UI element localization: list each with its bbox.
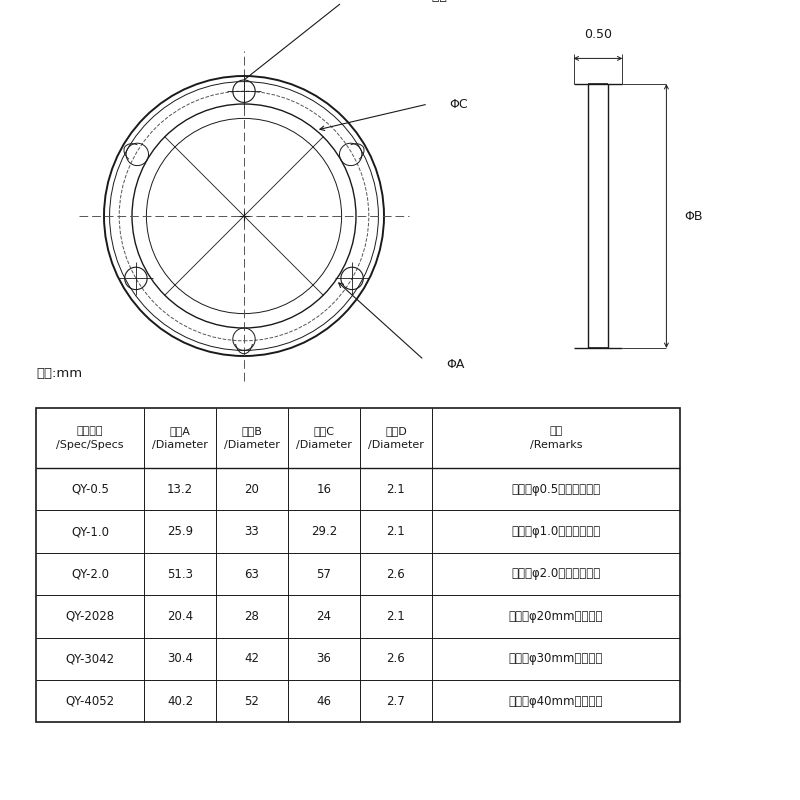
Text: 33: 33 [245,525,259,538]
Text: 2.6: 2.6 [386,567,406,581]
Text: QY-2.0: QY-2.0 [71,567,109,581]
Text: 24: 24 [317,610,331,623]
Text: 适用于φ20mm光学元件: 适用于φ20mm光学元件 [509,610,603,623]
Text: 2.6: 2.6 [386,652,406,666]
Text: 适用于φ2.0英寸光学元件: 适用于φ2.0英寸光学元件 [511,567,601,581]
Text: 3-ΦD 均布: 3-ΦD 均布 [396,0,447,2]
Text: 57: 57 [317,567,331,581]
Text: 直径B
/Diameter: 直径B /Diameter [224,426,280,450]
Text: 适用于φ1.0英寸光学元件: 适用于φ1.0英寸光学元件 [511,525,601,538]
Text: 51.3: 51.3 [167,567,193,581]
Text: 2.1: 2.1 [386,482,406,496]
Text: 40.2: 40.2 [167,694,193,708]
Text: 直径D
/Diameter: 直径D /Diameter [368,426,424,450]
Text: QY-2028: QY-2028 [66,610,114,623]
Text: 直径A
/Diameter: 直径A /Diameter [152,426,208,450]
Text: 适用于φ40mm光学元件: 适用于φ40mm光学元件 [509,694,603,708]
Text: 规格型号
/Spec/Specs: 规格型号 /Spec/Specs [56,426,124,450]
Text: 63: 63 [245,567,259,581]
Text: ΦA: ΦA [446,358,465,370]
Text: 52: 52 [245,694,259,708]
Text: 2.1: 2.1 [386,610,406,623]
Text: 2.7: 2.7 [386,694,406,708]
Text: 46: 46 [317,694,331,708]
Text: QY-0.5: QY-0.5 [71,482,109,496]
Text: 单位:mm: 单位:mm [36,367,82,380]
Text: 20: 20 [245,482,259,496]
Text: QY-3042: QY-3042 [66,652,114,666]
Text: 13.2: 13.2 [167,482,193,496]
Text: ΦC: ΦC [449,98,467,110]
Text: QY-1.0: QY-1.0 [71,525,109,538]
Bar [36,408,680,722]
Text: 42: 42 [245,652,259,666]
Text: ΦB: ΦB [684,210,702,222]
Text: 20.4: 20.4 [167,610,193,623]
Text: 16: 16 [317,482,331,496]
Text: 36: 36 [317,652,331,666]
Text: 0.50: 0.50 [584,28,612,41]
Text: 2.1: 2.1 [386,525,406,538]
Text: 25.9: 25.9 [167,525,193,538]
Text: 备注
/Remarks: 备注 /Remarks [530,426,582,450]
Text: 适用于φ0.5英寸光学元件: 适用于φ0.5英寸光学元件 [511,482,601,496]
Text: 30.4: 30.4 [167,652,193,666]
Text: 直径C
/Diameter: 直径C /Diameter [296,426,352,450]
Text: 29.2: 29.2 [311,525,337,538]
Text: 适用于φ30mm光学元件: 适用于φ30mm光学元件 [509,652,603,666]
Text: 28: 28 [245,610,259,623]
Text: QY-4052: QY-4052 [66,694,114,708]
